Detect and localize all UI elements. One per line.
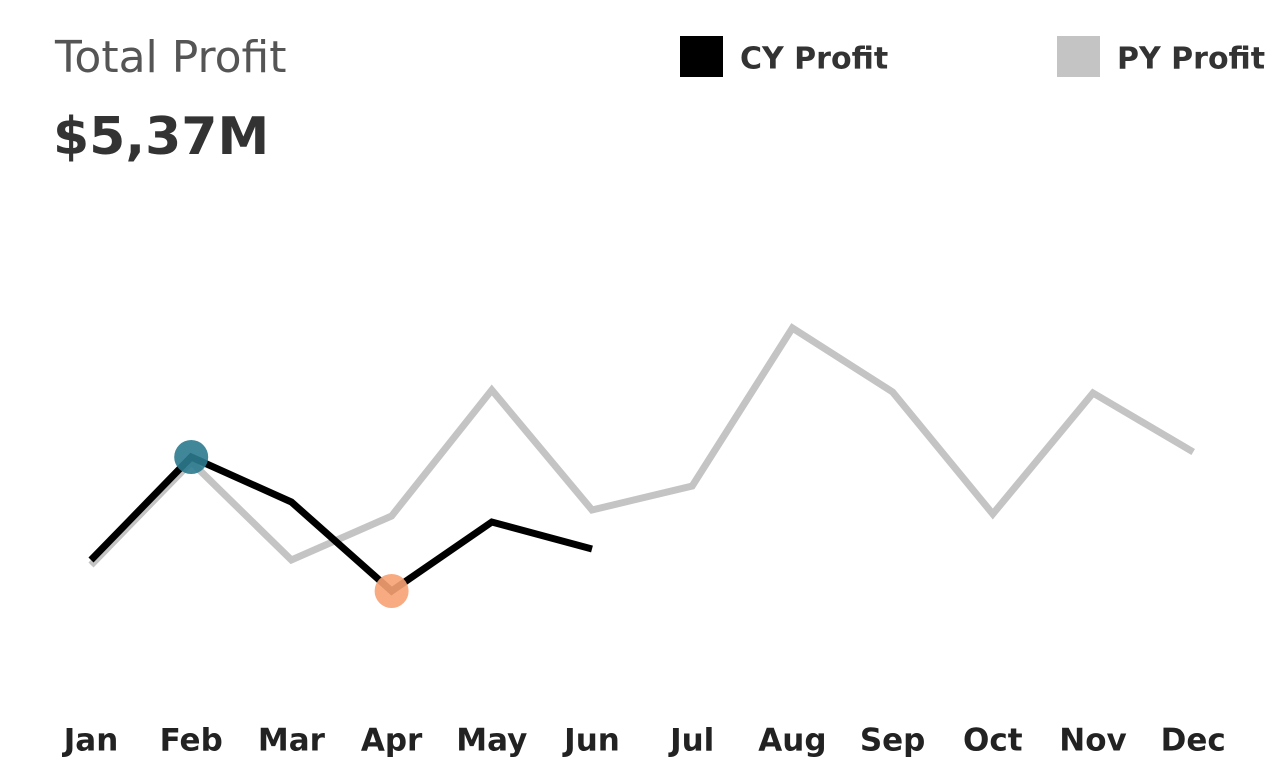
legend-label: CY Profit	[740, 42, 888, 77]
legend-label: PY Profit	[1117, 42, 1265, 77]
x-tick-label: Sep	[860, 723, 926, 759]
x-tick-label: Nov	[1059, 723, 1126, 759]
min-marker	[374, 574, 409, 608]
x-tick-label: Jan	[62, 723, 119, 759]
x-tick-label: Jul	[668, 723, 714, 759]
x-tick-label: Feb	[160, 723, 223, 759]
kpi-value: $5,37M	[53, 107, 269, 167]
x-tick-label: Mar	[258, 723, 326, 759]
x-tick-label: Apr	[361, 723, 423, 759]
line-1	[88, 323, 1195, 568]
x-tick-label: Aug	[758, 723, 826, 759]
chart-title: Total Profit	[54, 32, 287, 83]
x-tick-label: May	[456, 723, 527, 759]
line-0	[88, 452, 593, 596]
legend-swatch	[1057, 36, 1100, 77]
legend-swatch	[680, 36, 723, 77]
x-tick-label: Jun	[562, 723, 620, 759]
x-tick-label: Dec	[1161, 723, 1226, 759]
max-marker	[174, 440, 209, 474]
x-tick-label: Oct	[963, 723, 1023, 759]
